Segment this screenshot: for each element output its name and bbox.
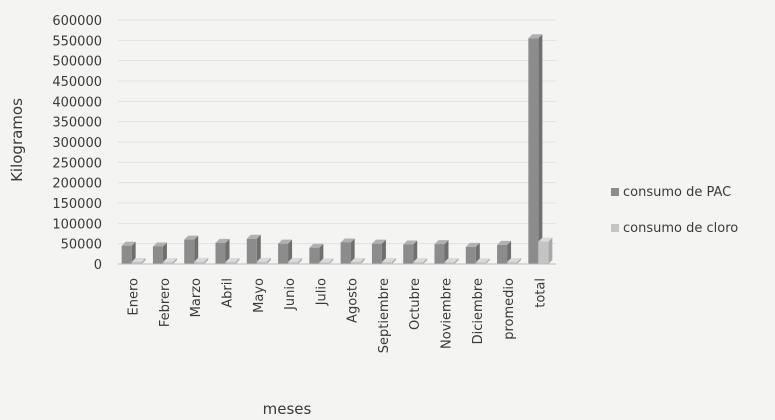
x-category-label: total xyxy=(533,278,548,308)
bar-pac xyxy=(497,240,512,264)
bar-cloro xyxy=(444,258,459,264)
bar-cloro xyxy=(475,258,490,264)
x-category-label: Abril xyxy=(221,278,236,308)
bar-cloro xyxy=(538,237,553,264)
y-tick-label: 250000 xyxy=(52,156,102,171)
y-tick-label: 500000 xyxy=(52,55,102,70)
bar-cloro xyxy=(288,258,303,264)
x-category-label: Agosto xyxy=(346,278,361,323)
bar-cloro xyxy=(381,258,396,264)
bar-cloro xyxy=(413,258,428,264)
bar-pac xyxy=(371,239,386,264)
y-tick-label: 400000 xyxy=(52,95,102,110)
x-category-label: Enero xyxy=(127,278,142,316)
x-axis-title: meses xyxy=(263,400,312,418)
x-category-label: Octubre xyxy=(408,278,423,330)
bar-cloro xyxy=(194,257,209,264)
bar-pac xyxy=(309,243,324,264)
y-tick-label: 200000 xyxy=(52,177,102,192)
bar-pac xyxy=(403,240,418,264)
legend-swatch xyxy=(611,224,619,232)
bars xyxy=(121,34,553,264)
y-axis-title: Kilogramos xyxy=(8,98,26,182)
y-tick-label: 550000 xyxy=(52,34,102,49)
legend-label: consumo de cloro xyxy=(623,221,738,236)
bar-pac xyxy=(465,242,480,264)
bar-pac xyxy=(184,235,199,264)
x-axis-labels: Enero Febrero Marzo Abril Mayo Junio Julio Agos… xyxy=(127,278,549,353)
legend-item: consumo de PAC xyxy=(611,185,731,200)
bar-cloro xyxy=(507,258,522,264)
bar-pac xyxy=(434,240,449,264)
y-tick-label: 0 xyxy=(94,258,102,273)
x-category-label: Julio xyxy=(314,278,329,306)
x-category-label: promedio xyxy=(502,278,517,340)
bar-pac xyxy=(152,242,167,264)
legend: consumo de PAC consumo de cloro xyxy=(611,185,738,236)
bar-cloro xyxy=(350,257,365,264)
x-category-label: Septiembre xyxy=(377,278,392,353)
y-tick-label: 150000 xyxy=(52,197,102,212)
y-tick-label: 350000 xyxy=(52,116,102,131)
gridlines xyxy=(118,19,556,245)
bar-cloro xyxy=(256,257,271,264)
bar-pac xyxy=(246,234,261,264)
bar-pac xyxy=(340,238,355,264)
y-tick-label: 300000 xyxy=(52,136,102,151)
bar-pac xyxy=(278,239,293,264)
y-tick-label: 450000 xyxy=(52,75,102,90)
bar-cloro xyxy=(162,258,177,264)
bar-cloro xyxy=(131,257,146,264)
bar-pac xyxy=(215,238,230,264)
y-tick-label: 600000 xyxy=(52,14,102,29)
x-category-label: Mayo xyxy=(252,278,267,313)
bar-cloro xyxy=(225,257,240,264)
x-category-label: Marzo xyxy=(189,278,204,317)
y-axis-ticks: 0 50000 100000 150000 200000 250000 300000 3500… xyxy=(52,14,102,273)
x-category-label: Febrero xyxy=(158,278,173,327)
x-category-label: Diciembre xyxy=(471,278,486,344)
x-category-label: Noviembre xyxy=(440,278,455,349)
legend-label: consumo de PAC xyxy=(623,185,731,200)
bar-pac xyxy=(121,241,136,264)
legend-swatch xyxy=(611,188,619,196)
y-tick-label: 50000 xyxy=(61,238,102,253)
bar-cloro xyxy=(319,258,334,264)
y-tick-label: 100000 xyxy=(52,217,102,232)
legend-item: consumo de cloro xyxy=(611,221,738,236)
bar-pac xyxy=(528,34,543,264)
x-category-label: Junio xyxy=(283,278,298,311)
